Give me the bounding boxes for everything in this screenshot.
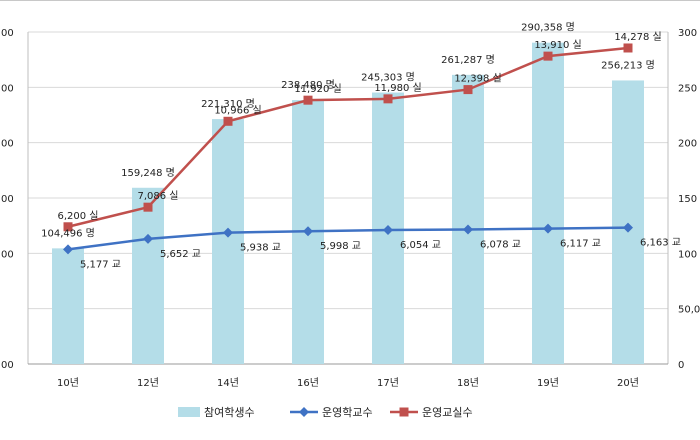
right-tick-label: 50,0 [678,305,700,316]
right-tick-label: 100 [678,249,697,260]
school-data-label: 6,163 교 [640,238,681,249]
left-tick-label: 00 [1,194,14,205]
line-schools [67,226,629,251]
legend-marker-diamond [299,407,309,417]
top-border [0,0,700,1]
x-tick-label: 18년 [457,377,479,389]
bar-participants [612,80,644,364]
marker-schools [623,222,633,233]
bar-data-label: 245,303 명 [361,72,415,84]
legend-label: 운영학교수 [322,406,373,419]
marker-classrooms [303,95,313,105]
bar-participants [212,119,244,364]
marker-classrooms [463,85,473,95]
classroom-data-label: 6,200 실 [57,210,98,222]
marker-schools [223,227,233,238]
school-data-label: 6,117 교 [560,239,601,250]
x-tick-label: 17년 [377,377,399,389]
marker-schools [143,233,153,244]
legend-marker-square [399,407,409,417]
marker-schools [383,225,393,236]
right-tick-label: 300 [678,28,697,39]
school-data-label: 6,054 교 [400,240,441,251]
right-tick-label: 250 [678,83,697,94]
marker-classrooms [543,51,553,61]
x-tick-label: 12년 [137,377,159,389]
bar-participants [452,74,484,365]
school-data-label: 5,177 교 [80,259,121,270]
marker-classrooms [383,94,393,104]
marker-classrooms [623,43,633,53]
bar-participants [132,187,164,364]
left-tick-label: 00 [1,139,14,150]
x-tick-label: 10년 [57,377,79,389]
marker-schools [543,223,553,234]
line-classrooms [67,46,629,228]
left-tick-label: 00 [1,360,14,371]
school-data-label: 5,652 교 [160,249,201,260]
classroom-data-label: 11,920 실 [294,83,341,95]
classroom-data-label: 10,966 실 [214,104,261,116]
legend-label: 참여학생수 [204,406,255,419]
marker-schools [303,226,313,237]
left-tick-label: 00 [1,83,14,94]
classroom-data-label: 7,086 실 [137,190,178,202]
x-tick-label: 16년 [297,377,319,389]
classroom-data-label: 12,398 실 [454,73,501,85]
bar-participants [52,248,84,364]
marker-classrooms [223,116,233,126]
classroom-data-label: 13,910 실 [534,39,581,51]
school-data-label: 5,998 교 [320,241,361,252]
right-tick-label: 200 [678,139,697,150]
right-tick-label: 150 [678,194,697,205]
marker-classrooms [143,202,153,212]
legend-label: 운영교실수 [422,406,473,419]
x-tick-label: 20년 [617,377,639,389]
marker-classrooms [63,222,73,232]
marker-schools [63,244,73,255]
left-tick-label: 00 [1,28,14,39]
bar-data-label: 290,358 명 [521,22,575,34]
right-tick-label: 0 [678,360,684,371]
bar-data-label: 256,213 명 [601,59,655,71]
bar-participants [532,42,564,365]
x-tick-label: 19년 [537,377,559,389]
school-data-label: 5,938 교 [240,243,281,254]
legend-swatch-participants [178,407,200,417]
classroom-data-label: 11,980 실 [374,82,421,94]
bar-data-label: 221,310 명 [201,98,255,110]
school-data-label: 6,078 교 [480,239,521,250]
x-tick-label: 14년 [217,377,239,389]
bar-data-label: 261,287 명 [441,54,495,66]
left-tick-label: 00 [1,249,14,260]
classroom-data-label: 14,278 실 [614,31,661,43]
bar-data-label: 104,496 명 [41,227,95,239]
marker-schools [463,224,473,235]
bar-data-label: 159,248 명 [121,167,175,179]
bar-data-label: 238,480 명 [281,79,335,91]
